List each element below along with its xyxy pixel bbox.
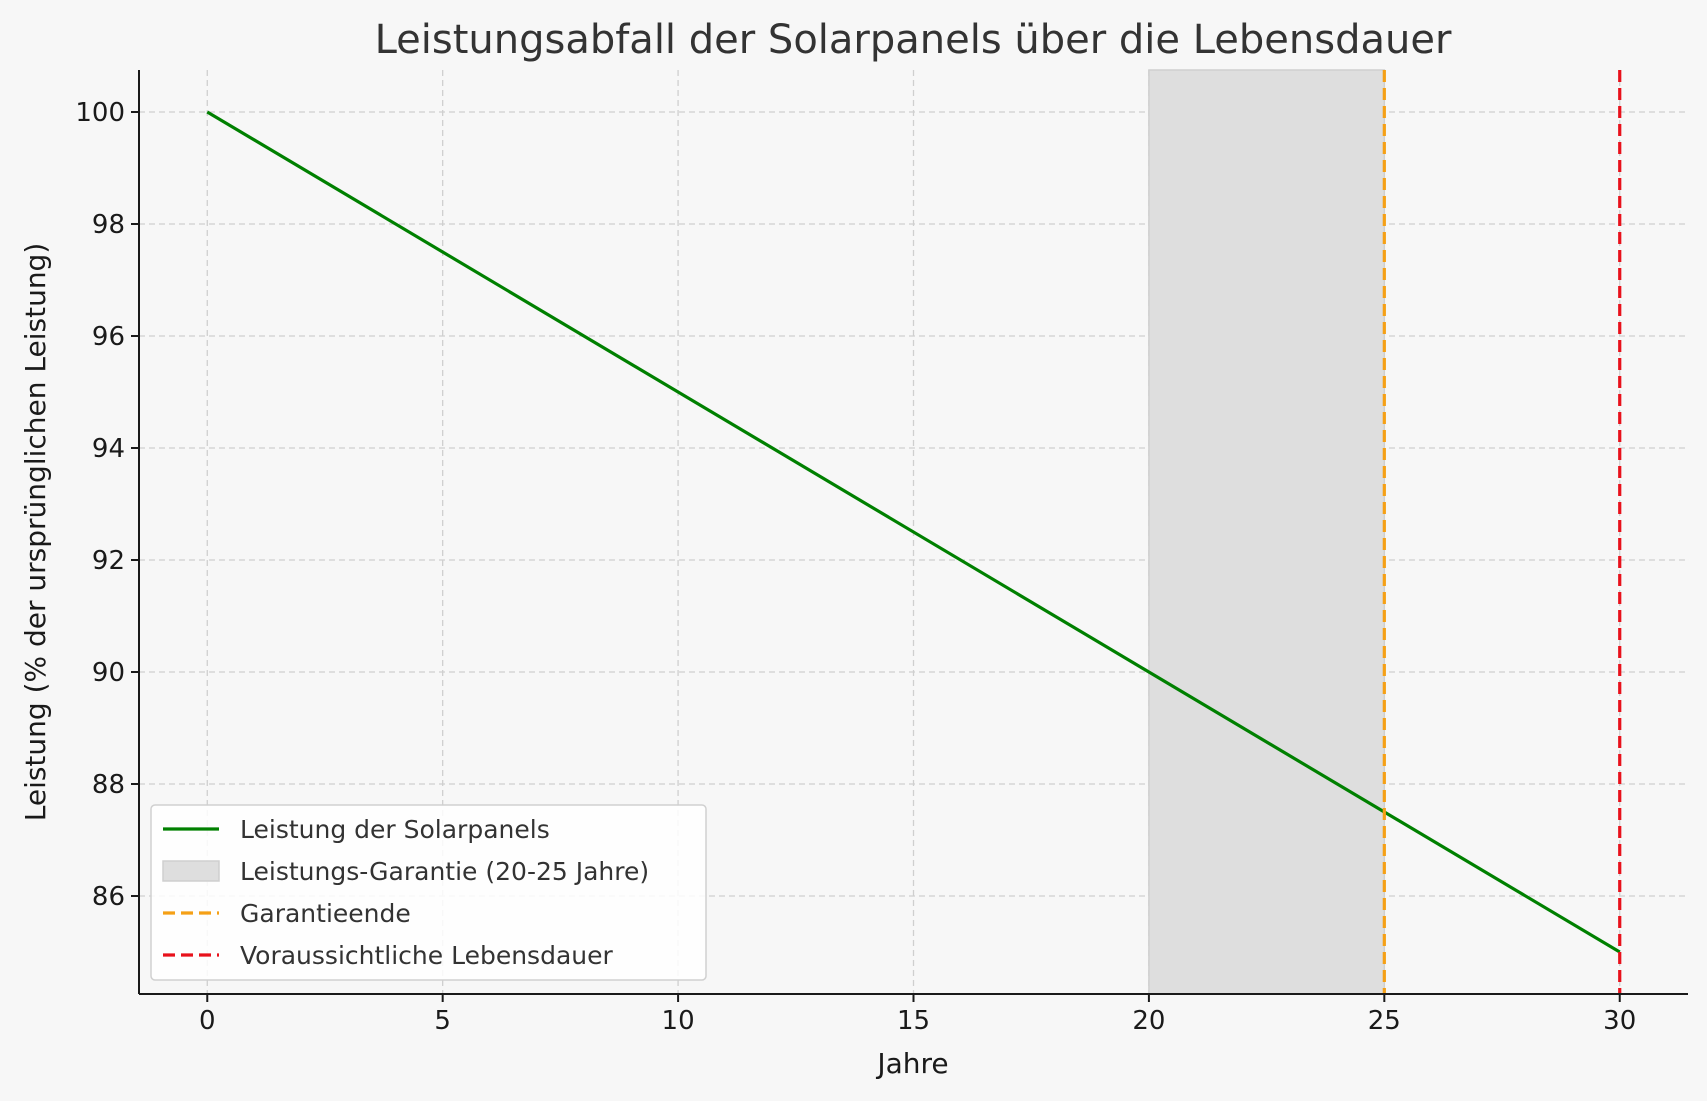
y-ticks: 86 88 90 92 94 96 98 100 xyxy=(75,98,139,912)
x-tick-label: 25 xyxy=(1368,1006,1401,1036)
y-tick-label: 90 xyxy=(92,658,125,688)
legend-swatch xyxy=(162,860,220,882)
legend-label: Leistungs-Garantie (20-25 Jahre) xyxy=(240,857,649,886)
x-tick-label: 5 xyxy=(434,1006,451,1036)
x-axis-label: Jahre xyxy=(875,1047,948,1080)
x-tick-label: 0 xyxy=(199,1006,216,1036)
y-tick-label: 94 xyxy=(92,434,125,464)
y-tick-label: 86 xyxy=(92,882,125,912)
x-tick-label: 15 xyxy=(897,1006,930,1036)
chart-title: Leistungsabfall der Solarpanels über die… xyxy=(375,17,1452,63)
x-tick-label: 20 xyxy=(1132,1006,1165,1036)
y-tick-label: 96 xyxy=(92,322,125,352)
vline-layer xyxy=(1382,70,1622,994)
x-tick-label: 30 xyxy=(1603,1006,1636,1036)
y-axis-label: Leistung (% der ursprünglichen Leistung) xyxy=(19,243,52,822)
legend: Leistung der Solarpanels Leistungs-Garant… xyxy=(150,804,707,981)
legend-label: Leistung der Solarpanels xyxy=(240,815,550,844)
y-tick-label: 92 xyxy=(92,546,125,576)
x-ticks: 0 5 10 15 20 25 30 xyxy=(199,994,1636,1036)
grid xyxy=(139,70,1688,994)
y-tick-label: 88 xyxy=(92,770,125,800)
y-tick-label: 98 xyxy=(92,210,125,240)
legend-box xyxy=(150,804,707,981)
legend-label: Voraussichtliche Lebensdauer xyxy=(240,941,614,970)
shade-layer xyxy=(1148,69,1386,995)
guarantee-region xyxy=(1148,69,1386,995)
y-tick-label: 100 xyxy=(75,98,125,128)
x-tick-label: 10 xyxy=(662,1006,695,1036)
legend-label: Garantieende xyxy=(240,899,411,928)
